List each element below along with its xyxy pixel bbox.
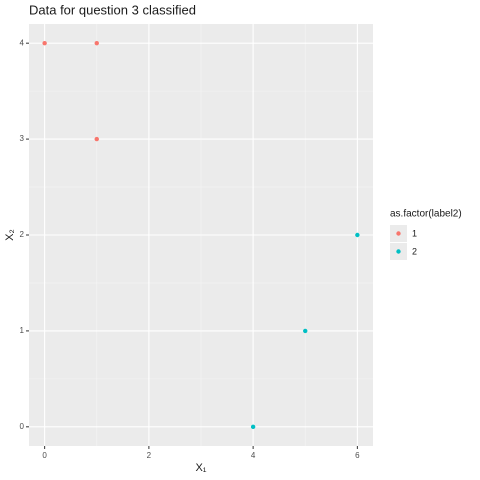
x-axis-label: X₁: [195, 462, 206, 474]
legend-label: 2: [412, 246, 417, 256]
y-tick-label: 3: [20, 134, 25, 143]
point: [94, 40, 99, 46]
legend-marker: [396, 231, 401, 236]
y-axis-label: X₂: [4, 229, 16, 241]
point: [303, 328, 308, 334]
x-tick-label: 4: [251, 451, 256, 460]
y-tick-label: 2: [20, 230, 25, 239]
point: [355, 232, 360, 238]
legend-marker: [396, 249, 401, 254]
y-tick-label: 1: [20, 326, 25, 335]
legend-label: 1: [412, 228, 417, 238]
point: [42, 40, 47, 46]
x-tick-label: 6: [355, 451, 360, 460]
x-tick-label: 2: [147, 451, 152, 460]
point: [94, 136, 99, 142]
legend-title: as.factor(label2): [390, 209, 462, 220]
y-tick-label: 0: [20, 422, 25, 431]
x-tick-label: 0: [42, 451, 47, 460]
y-tick-label: 4: [20, 38, 25, 47]
point: [250, 424, 256, 430]
chart-title: Data for question 3 classified: [29, 2, 196, 17]
